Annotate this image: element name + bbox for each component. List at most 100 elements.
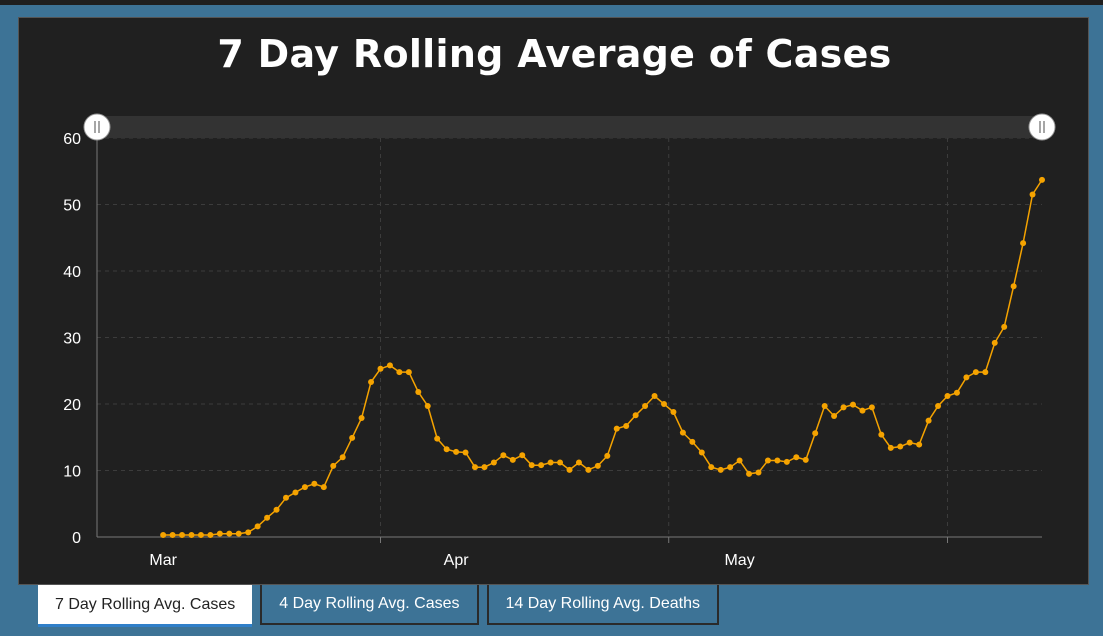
series-points [160,176,1045,539]
data-point [179,532,186,539]
data-point [472,464,478,471]
data-point [283,494,289,501]
data-point [528,462,535,469]
data-point [292,489,299,496]
data-point [651,393,658,400]
top-border [0,0,1103,5]
data-point [273,506,280,513]
data-point [916,441,923,448]
data-point [935,402,942,409]
data-point [991,339,998,346]
series-line [163,179,1043,536]
data-point [500,452,507,459]
data-point [1020,240,1027,247]
data-point [1001,323,1008,330]
chart-title: 7 Day Rolling Average of Cases [217,32,892,76]
data-point [783,458,790,465]
data-point [358,414,365,421]
data-point [216,530,223,537]
handle-knob [1028,113,1056,141]
data-point [689,438,696,445]
y-tick-label: 40 [63,264,81,281]
data-point [339,454,346,461]
data-point [566,466,573,473]
y-tick-label: 50 [63,198,81,215]
data-point [906,439,913,446]
data-point [831,412,838,419]
data-point [632,412,639,419]
data-point [169,532,176,539]
tab-4-day-cases[interactable]: 4 Day Rolling Avg. Cases [260,585,479,625]
data-point [1039,176,1045,183]
data-point [254,523,261,530]
data-point [1029,191,1036,198]
data-point [235,530,242,537]
data-point [698,449,705,456]
data-point [679,429,686,436]
y-tick-label: 60 [63,131,81,148]
data-point [519,452,526,459]
data-point [840,404,847,411]
data-point [320,484,327,491]
data-point [746,470,753,477]
data-point [453,448,460,455]
data-point [821,402,828,409]
data-point [604,452,611,459]
data-point [557,459,564,466]
data-point [613,425,620,432]
data-point [764,457,771,464]
data-point [301,484,308,491]
data-point [585,466,592,473]
data-point [481,464,488,471]
y-tick-labels: 0 10 20 30 40 50 60 [63,131,81,547]
data-point [887,444,894,451]
tab-14-day-deaths[interactable]: 14 Day Rolling Avg. Deaths [486,585,719,625]
data-point [197,532,204,539]
data-point [1010,283,1017,290]
data-point [188,532,195,539]
range-handle-end[interactable] [1028,113,1056,141]
data-point [859,407,866,414]
data-point [708,464,715,471]
handle-knob [83,113,111,141]
data-point [812,430,819,437]
data-point [424,402,431,409]
data-point [802,456,809,463]
y-tick-label: 30 [63,331,81,348]
data-point [594,462,601,469]
data-point [575,459,582,466]
data-point [386,362,393,369]
data-point [982,369,989,376]
data-point [490,459,497,466]
x-tick-label: May [724,552,754,569]
range-handle-start[interactable] [83,113,111,141]
data-point [944,393,951,400]
y-tick-label: 20 [63,397,81,414]
tab-7-day-cases[interactable]: 7 Day Rolling Avg. Cases [38,585,253,627]
data-point [462,449,469,456]
data-point [670,408,677,415]
data-point [547,459,554,466]
range-scrollbar-track[interactable] [97,116,1042,138]
axes [96,138,1042,543]
data-point [897,443,904,450]
data-point [868,404,875,411]
data-point [661,401,667,407]
data-point [878,431,885,438]
chart-panel: 7 Day Rolling Average of Cases 0 10 20 30 40… [18,17,1089,585]
data-point [245,529,252,536]
data-point [349,434,356,441]
range-handles[interactable] [83,113,1056,141]
data-point [642,402,649,409]
data-point [850,401,856,408]
data-point [396,369,403,376]
x-tick-label: Mar [149,552,177,569]
data-point [925,417,932,424]
data-point [509,456,516,463]
data-point [727,464,734,471]
data-point [311,480,318,487]
data-point [963,374,970,381]
y-tick-label: 0 [72,530,81,547]
data-point [793,454,800,461]
data-point [415,389,422,396]
